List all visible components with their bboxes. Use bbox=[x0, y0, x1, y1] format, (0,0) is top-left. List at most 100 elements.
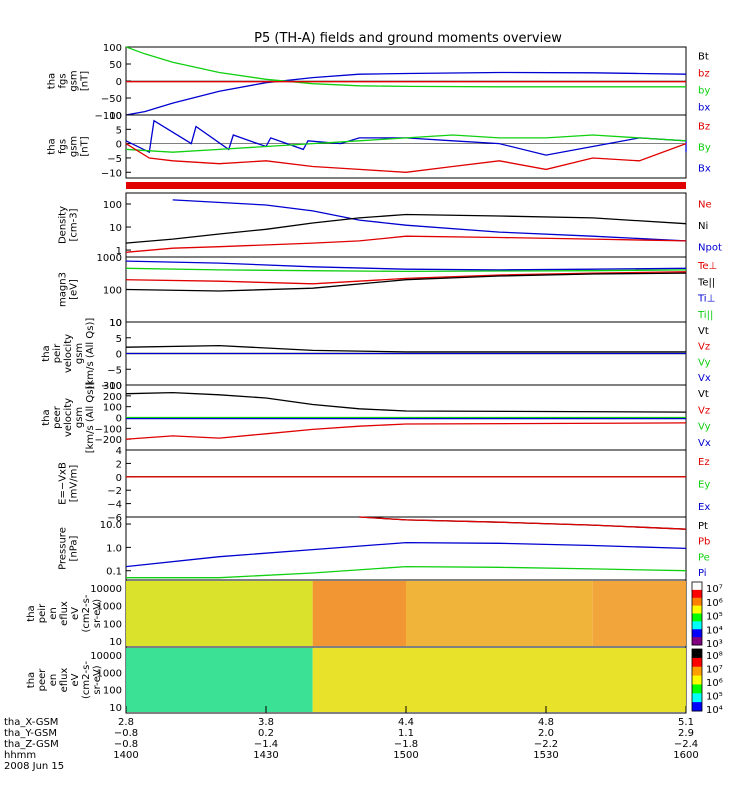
y-axis-label-line: peer bbox=[52, 405, 63, 429]
series-line-Pb bbox=[359, 516, 687, 530]
x-axis-row-label: tha_X-GSM bbox=[4, 717, 58, 728]
x-axis-row-label: hhmm bbox=[4, 750, 36, 761]
y-axis-label-line: tha bbox=[26, 672, 37, 688]
y-axis-label-line: [km/s (All Qs)] bbox=[85, 318, 96, 390]
y-tick-label: −6 bbox=[107, 513, 122, 524]
series-line-By bbox=[125, 134, 687, 153]
colorbar-segment bbox=[692, 675, 702, 685]
y-tick-label: 100 bbox=[103, 286, 122, 297]
colorbar-frame bbox=[691, 648, 703, 712]
x-tick-label: 4.4 bbox=[398, 717, 414, 728]
legend-entry: Ti⊥ bbox=[697, 294, 715, 305]
heatmap-cell bbox=[406, 581, 593, 646]
y-axis-label-line: tha bbox=[41, 345, 52, 361]
panel-1: thafgsgsm[nT] 100 50 0 −50 −100 Bt bz by bx bbox=[47, 43, 711, 122]
y-axis-label: thapeervelocitygsm[km/s (All Qs)] bbox=[41, 382, 96, 454]
series-line-Pi bbox=[125, 541, 687, 568]
colorbar-tick-label: 10⁷ bbox=[706, 584, 723, 595]
y-axis-label-line: tha bbox=[41, 409, 52, 425]
y-tick-label: 200 bbox=[103, 392, 122, 403]
y-tick-label: 1000 bbox=[97, 602, 122, 613]
y-tick-label: 0 bbox=[116, 414, 122, 425]
y-axis-label: Density[cm-3] bbox=[58, 206, 80, 244]
colorbar-tick-label: 10⁵ bbox=[706, 612, 723, 623]
y-tick-label: 1000 bbox=[97, 253, 122, 264]
y-tick-label: 10 bbox=[109, 223, 122, 234]
series-line-Vz bbox=[125, 422, 687, 440]
panel-3: Density[cm-3] 100 10 1 Ne Ni Npot bbox=[58, 192, 722, 258]
y-tick-label: −100 bbox=[95, 111, 122, 122]
y-tick-label: −50 bbox=[101, 94, 122, 105]
y-axis-label: thapeirvelocitygsm[km/s (All Qs)] bbox=[41, 318, 96, 390]
x-tick-label: 3.8 bbox=[258, 717, 274, 728]
x-tick-label: 4.8 bbox=[538, 717, 554, 728]
legend-entry: Vt bbox=[698, 389, 709, 400]
heatmap-cell bbox=[126, 648, 313, 712]
colorbar-segment bbox=[692, 582, 702, 591]
y-axis-label: thafgsgsm[nT] bbox=[47, 70, 91, 91]
series-line-Te|| bbox=[125, 272, 687, 292]
y-tick-label: 1.0 bbox=[106, 543, 122, 554]
colorbar-segment bbox=[692, 693, 702, 703]
y-axis-label-line: tha bbox=[26, 605, 37, 621]
y-axis-label-line: peir bbox=[52, 343, 63, 363]
legend-entry: Npot bbox=[698, 242, 722, 253]
panel-2: thafgsgsm[nT] 10 5 0 −5 −10 Bz By Bx bbox=[47, 111, 711, 179]
y-tick-label: −5 bbox=[107, 365, 122, 376]
y-tick-label: 10000 bbox=[90, 651, 122, 662]
separator-band bbox=[126, 182, 686, 189]
series-line-Vt bbox=[125, 391, 687, 413]
y-axis-label-line: Density bbox=[58, 206, 69, 244]
y-axis-label-line: Pressure bbox=[58, 527, 69, 570]
y-axis-label-line: gsm bbox=[74, 343, 85, 364]
series-line-Bz bbox=[125, 142, 687, 173]
legend-entry: by bbox=[698, 86, 710, 97]
y-axis-label-line: eflux bbox=[59, 668, 70, 693]
series-line-Ti|| bbox=[125, 267, 687, 273]
y-axis-label-line: sr-eV) bbox=[92, 599, 103, 628]
y-axis-label-line: velocity bbox=[63, 334, 74, 373]
y-axis-label-line: [mV/m] bbox=[69, 465, 80, 503]
series-line-Pe bbox=[126, 565, 687, 579]
colorbar-tick-label: 10⁸ bbox=[706, 651, 723, 662]
y-tick-label: 100 bbox=[103, 686, 122, 697]
y-axis-label-line: [km/s (All Qs)] bbox=[85, 382, 96, 454]
y-axis-label-line: eV bbox=[70, 607, 81, 620]
panel-frame bbox=[125, 516, 687, 581]
legend-entry: Ti|| bbox=[697, 310, 713, 321]
panel-10: thapeerenefluxeV(cm2-s-sr-eV)10000100010… bbox=[26, 646, 723, 716]
y-axis-label-line: [nT] bbox=[80, 71, 91, 91]
heatmap-cell bbox=[126, 581, 313, 646]
y-axis-label-line: [cm-3] bbox=[69, 208, 80, 241]
x-tick-label: 2.9 bbox=[678, 728, 694, 739]
legend-entry: Bx bbox=[698, 164, 711, 175]
y-tick-label: −4 bbox=[107, 500, 122, 511]
x-tick-label: −1.8 bbox=[394, 739, 418, 750]
y-axis-label: E=−VxB[mV/m] bbox=[58, 462, 80, 505]
y-tick-label: −10 bbox=[101, 381, 122, 392]
x-tick-label: −1.4 bbox=[254, 739, 278, 750]
y-tick-label: 0 bbox=[116, 350, 122, 361]
legend-entry: Pi bbox=[698, 568, 707, 579]
y-tick-label: −100 bbox=[95, 424, 122, 435]
series-line-Ni bbox=[125, 213, 687, 244]
legend-entry: Vy bbox=[698, 357, 711, 368]
y-axis-label-line: [eV] bbox=[69, 279, 80, 300]
colorbar-tick-label: 10⁵ bbox=[706, 692, 723, 703]
y-axis-label-line: sr-eV) bbox=[92, 665, 103, 694]
y-tick-label: 5 bbox=[116, 334, 122, 345]
x-tick-label: 1430 bbox=[253, 750, 278, 761]
legend-entry: Vy bbox=[698, 422, 711, 433]
y-axis-label: thafgsgsm[nT] bbox=[47, 136, 91, 157]
colorbar-segment bbox=[692, 613, 702, 622]
y-axis-label: thapeerenefluxeV(cm2-s-sr-eV) bbox=[26, 661, 103, 699]
y-tick-label: 0 bbox=[116, 140, 122, 151]
y-axis-label-line: fgs bbox=[58, 139, 69, 154]
series-line-Vt bbox=[125, 344, 686, 353]
panel-frame bbox=[125, 449, 687, 518]
y-axis-label-line: fgs bbox=[58, 73, 69, 88]
legend-entry: Ex bbox=[698, 502, 710, 513]
heatmap-cell bbox=[312, 648, 686, 712]
